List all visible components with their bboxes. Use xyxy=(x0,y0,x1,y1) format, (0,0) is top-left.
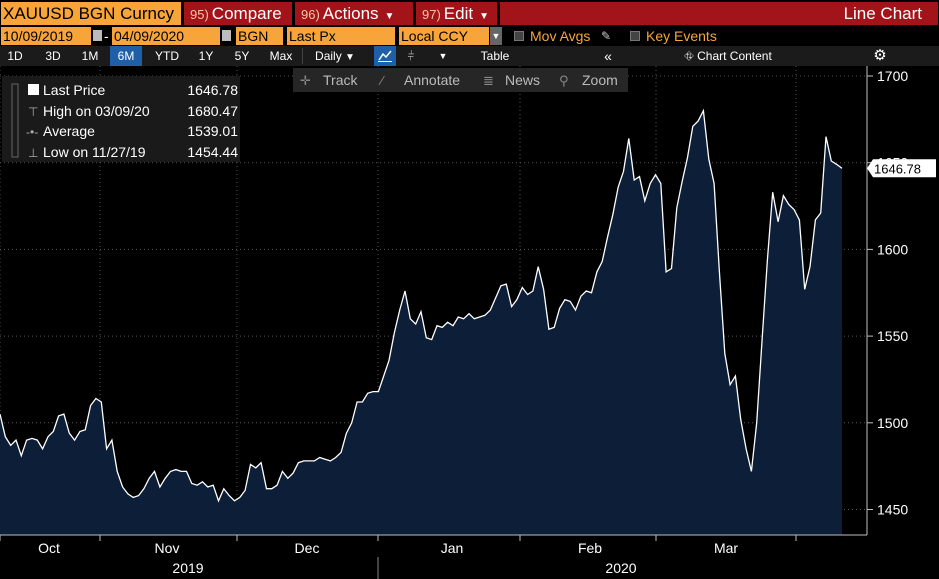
chevron-down-icon: ▼ xyxy=(384,11,395,22)
mov-avgs-label[interactable]: Mov Avgs xyxy=(530,28,591,44)
title-row: XAUUSD BGN Curncy 95) Compare 96) Actions ▼… xyxy=(0,0,939,27)
low-icon: ⊥ xyxy=(28,146,38,160)
pencil-icon[interactable]: ✎ xyxy=(601,29,612,43)
legend-high-value: 1680.47 xyxy=(187,103,238,119)
compare-num: 95) xyxy=(190,7,209,22)
price-line xyxy=(0,108,843,503)
edit-button[interactable]: 97) Edit ▼ xyxy=(416,2,497,25)
price-field[interactable]: Last Px xyxy=(287,27,395,45)
candlestick-icon[interactable]: ⫩ xyxy=(407,49,415,63)
y-tick-label: 1450 xyxy=(877,502,908,518)
period-1d[interactable]: 1D xyxy=(7,49,23,63)
compare-button[interactable]: 95) Compare xyxy=(184,2,292,25)
calendar-icon[interactable] xyxy=(93,30,102,41)
period-3d[interactable]: 3D xyxy=(45,49,61,63)
x-year-label: 2020 xyxy=(605,560,636,576)
legend-low-label: Low on 11/27/19 xyxy=(43,144,146,160)
window-title: Line Chart xyxy=(843,4,922,23)
y-tick-label: 1550 xyxy=(877,328,908,344)
window-title-bar: Line Chart xyxy=(500,2,938,25)
legend-last-label: Last Price xyxy=(43,82,105,98)
zoom-tool[interactable]: ⚲ Zoom xyxy=(559,72,618,88)
last-price-swatch xyxy=(28,84,39,95)
y-tick-label: 1700 xyxy=(877,68,908,84)
compare-label: Compare xyxy=(211,4,282,23)
last-price-marker: 1646.78 xyxy=(867,159,936,178)
end-date-field[interactable]: 04/09/2020 xyxy=(112,27,220,45)
last-price-axis-label: 1646.78 xyxy=(874,161,921,176)
gear-icon[interactable]: ⚙ xyxy=(873,47,887,64)
fields-row: 10/09/2019 - 04/09/2020 BGN Last Px Loca… xyxy=(0,27,939,46)
legend-high-label: High on 03/09/20 xyxy=(43,103,150,119)
chart-toolbar: ✛ Track ⁄ Annotate ≣ News ⚲ Zoom xyxy=(293,68,628,92)
period-ytd[interactable]: YTD xyxy=(155,49,179,63)
y-tick-label: 1600 xyxy=(877,241,908,257)
mov-avgs-checkbox[interactable] xyxy=(514,31,524,41)
period-6m[interactable]: 6M xyxy=(110,46,142,66)
start-date-field[interactable]: 10/09/2019 xyxy=(1,27,91,45)
actions-label: Actions xyxy=(322,4,379,23)
legend-low-value: 1454.44 xyxy=(187,144,238,160)
crosshair-icon: ✛ xyxy=(300,73,311,88)
x-tick-label: Oct xyxy=(38,540,60,556)
actions-button[interactable]: 96) Actions ▼ xyxy=(295,2,413,25)
currency-field[interactable]: Local CCY xyxy=(399,27,489,45)
zoom-label: Zoom xyxy=(582,72,618,88)
chevron-down-icon[interactable]: ▼ xyxy=(438,51,448,61)
calendar-icon[interactable] xyxy=(222,30,231,41)
annotate-tool[interactable]: ⁄ Annotate xyxy=(378,72,460,88)
y-axis: 145015001550160016501700 xyxy=(867,68,908,518)
news-icon: ≣ xyxy=(483,73,494,88)
price-area xyxy=(0,110,842,535)
table-button[interactable]: Table xyxy=(480,49,510,63)
period-5y[interactable]: 5Y xyxy=(234,49,250,63)
legend: Last Price 1646.78 ⊤ High on 03/09/20 16… xyxy=(2,76,240,162)
frequency-dropdown[interactable]: Daily ▼ xyxy=(306,46,364,66)
ticker-field[interactable]: XAUUSD BGN Curncy xyxy=(1,2,181,25)
chevron-down-icon: ▼ xyxy=(345,52,355,63)
pencil-icon: ⁄ xyxy=(378,73,385,88)
chart-icon: ⛗ xyxy=(684,49,694,63)
y-tick-label: 1500 xyxy=(877,415,908,431)
x-axis-band xyxy=(0,535,939,579)
actions-num: 96) xyxy=(301,7,320,22)
x-year-label: 2019 xyxy=(172,560,203,576)
x-axis: Oct Nov Dec Jan Feb Mar 2019 2020 xyxy=(0,534,939,579)
average-icon: -•- xyxy=(26,125,38,139)
period-max[interactable]: Max xyxy=(269,49,293,63)
chevron-down-icon[interactable]: ▼ xyxy=(490,27,502,45)
news-tool[interactable]: ≣ News xyxy=(483,72,540,88)
news-label: News xyxy=(505,72,540,88)
annotate-label: Annotate xyxy=(404,72,460,88)
legend-last-value: 1646.78 xyxy=(187,82,238,98)
chart-content-label: Chart Content xyxy=(697,49,772,63)
x-tick-label: Feb xyxy=(578,540,602,556)
edit-num: 97) xyxy=(422,7,441,22)
collapse-icon[interactable]: « xyxy=(604,48,612,64)
key-events-label[interactable]: Key Events xyxy=(646,28,717,44)
frequency-label: Daily xyxy=(315,49,342,63)
x-tick-label: Nov xyxy=(155,540,180,556)
chevron-down-icon: ▼ xyxy=(479,11,489,22)
track-tool[interactable]: ✛ Track xyxy=(300,72,358,88)
line-chart-icon[interactable] xyxy=(374,46,396,66)
track-label: Track xyxy=(323,72,358,88)
high-icon: ⊤ xyxy=(28,105,38,119)
price-chart[interactable]: 145015001550160016501700 1646.78 OctNovD… xyxy=(0,66,939,579)
key-events-checkbox[interactable] xyxy=(630,31,640,41)
edit-label: Edit xyxy=(443,4,474,23)
source-field[interactable]: BGN xyxy=(236,27,283,45)
period-1m[interactable]: 1M xyxy=(81,49,99,63)
x-tick-label: Dec xyxy=(295,540,320,556)
period-toolbar: 1D 3D 1M 6M YTD 1Y 5Y Max Daily ▼ ⫩ ▼ Ta… xyxy=(0,46,939,66)
x-tick-label: Mar xyxy=(714,540,738,556)
search-icon: ⚲ xyxy=(559,73,569,88)
legend-average-value: 1539.01 xyxy=(187,123,238,139)
date-separator: - xyxy=(104,28,109,44)
legend-average-label: Average xyxy=(43,123,95,139)
divider xyxy=(302,48,303,64)
chart-content-button[interactable]: ⛗ Chart Content xyxy=(668,46,788,66)
x-tick-label: Jan xyxy=(441,540,464,556)
period-1y[interactable]: 1Y xyxy=(198,49,214,63)
